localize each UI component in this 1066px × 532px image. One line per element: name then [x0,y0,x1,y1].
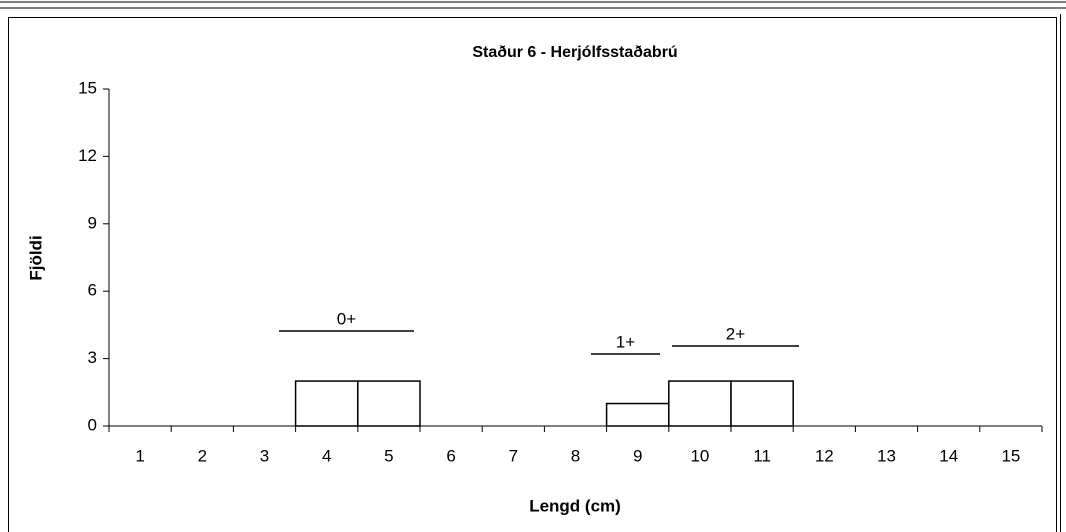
y-tick-label: 0 [88,415,97,434]
annotation: 0+ [337,309,356,328]
bar [357,380,421,427]
annotation: 2+ [726,324,745,343]
x-tick-label: 11 [753,446,771,465]
x-tick-label: 3 [260,446,269,465]
x-tick-label: 15 [1001,446,1020,465]
x-tick-label: 7 [509,446,518,465]
bar [730,380,794,427]
chart-title: Staður 6 - Herjólfsstaðabrú [472,44,677,61]
y-tick-label: 9 [88,213,97,232]
chart-frame [8,17,1057,532]
x-tick-label: 8 [571,446,580,465]
x-tick-label: 12 [815,446,834,465]
y-tick-label: 3 [88,348,97,367]
x-tick-label: 10 [690,446,709,465]
y-axis-label: Fjöldi [26,235,45,280]
annotation: 1+ [616,332,635,351]
x-tick-label: 2 [198,446,207,465]
x-tick-label: 9 [633,446,642,465]
bar [605,402,670,427]
y-tick-label: 15 [78,78,97,97]
bar [668,380,732,427]
x-tick-label: 4 [322,446,331,465]
y-tick-label: 6 [88,281,97,300]
x-tick-label: 1 [135,446,144,465]
x-tick-label: 6 [446,446,455,465]
bar [294,380,359,427]
x-tick-label: 13 [877,446,896,465]
y-tick-label: 12 [78,146,97,165]
x-tick-label: 14 [939,446,958,465]
x-axis-label: Lengd (cm) [529,496,621,515]
x-tick-label: 5 [384,446,393,465]
